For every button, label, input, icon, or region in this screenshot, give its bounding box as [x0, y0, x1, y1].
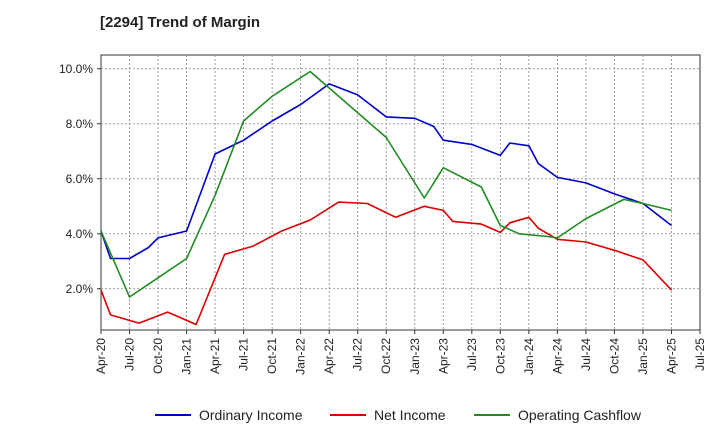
legend: Ordinary Income Net Income Operating Cas… — [0, 400, 720, 430]
y-tick-label: 8.0% — [66, 117, 94, 131]
x-tick-label: Oct-24 — [607, 338, 621, 374]
legend-label-ordinary-income: Ordinary Income — [199, 407, 303, 423]
x-tick-label: Oct-21 — [265, 338, 279, 374]
x-tick-label: Jul-22 — [351, 338, 365, 371]
legend-item-operating-cashflow: Operating Cashflow — [474, 406, 641, 424]
legend-label-operating-cashflow: Operating Cashflow — [518, 407, 641, 423]
series-line-net-income — [100, 201, 673, 326]
y-axis-ticks: 2.0% 4.0% 6.0% 8.0% 10.0% — [59, 62, 101, 296]
x-tick-label: Jul-23 — [465, 338, 479, 371]
chart-title: [2294] Trend of Margin — [100, 14, 261, 31]
x-tick-label: Jul-25 — [693, 338, 707, 371]
x-tick-label: Jul-20 — [123, 338, 137, 371]
x-tick-label: Apr-22 — [322, 338, 336, 374]
x-tick-label: Apr-21 — [208, 338, 222, 374]
x-tick-label: Jan-22 — [294, 338, 308, 375]
series-lines — [100, 70, 673, 326]
x-tick-label: Jan-21 — [180, 338, 194, 375]
x-tick-label: Apr-24 — [550, 338, 564, 374]
legend-swatch-ordinary-income — [155, 414, 191, 416]
margin-trend-chart: 2.0% 4.0% 6.0% 8.0% 10.0% Apr-20 Jul-20 Oct-20… — [59, 54, 707, 375]
x-tick-label: Jul-24 — [579, 338, 593, 371]
legend-label-net-income: Net Income — [374, 407, 446, 423]
x-tick-label: Oct-20 — [151, 338, 165, 374]
x-tick-label: Oct-23 — [493, 338, 507, 374]
series-line-ordinary-income — [100, 83, 672, 260]
x-tick-label: Apr-23 — [436, 338, 450, 374]
x-tick-label: Jul-21 — [237, 338, 251, 371]
gridlines — [101, 55, 700, 330]
y-tick-label: 2.0% — [66, 282, 94, 296]
x-tick-label: Apr-20 — [94, 338, 108, 374]
x-tick-label: Jan-25 — [636, 338, 650, 375]
y-tick-label: 6.0% — [66, 172, 94, 186]
y-tick-label: 10.0% — [59, 62, 93, 76]
series-line-operating-cashflow — [100, 70, 672, 298]
x-axis-ticks: Apr-20 Jul-20 Oct-20 Jan-21 Apr-21 Jul-21 Oct-… — [94, 330, 707, 375]
legend-swatch-operating-cashflow — [474, 414, 510, 416]
x-tick-label: Jan-24 — [522, 338, 536, 375]
x-tick-label: Oct-22 — [379, 338, 393, 374]
x-tick-label: Apr-25 — [664, 338, 678, 374]
y-tick-label: 4.0% — [66, 227, 94, 241]
x-tick-label: Jan-23 — [408, 338, 422, 375]
legend-item-net-income: Net Income — [330, 406, 446, 424]
legend-item-ordinary-income: Ordinary Income — [155, 406, 302, 424]
legend-swatch-net-income — [330, 414, 366, 416]
